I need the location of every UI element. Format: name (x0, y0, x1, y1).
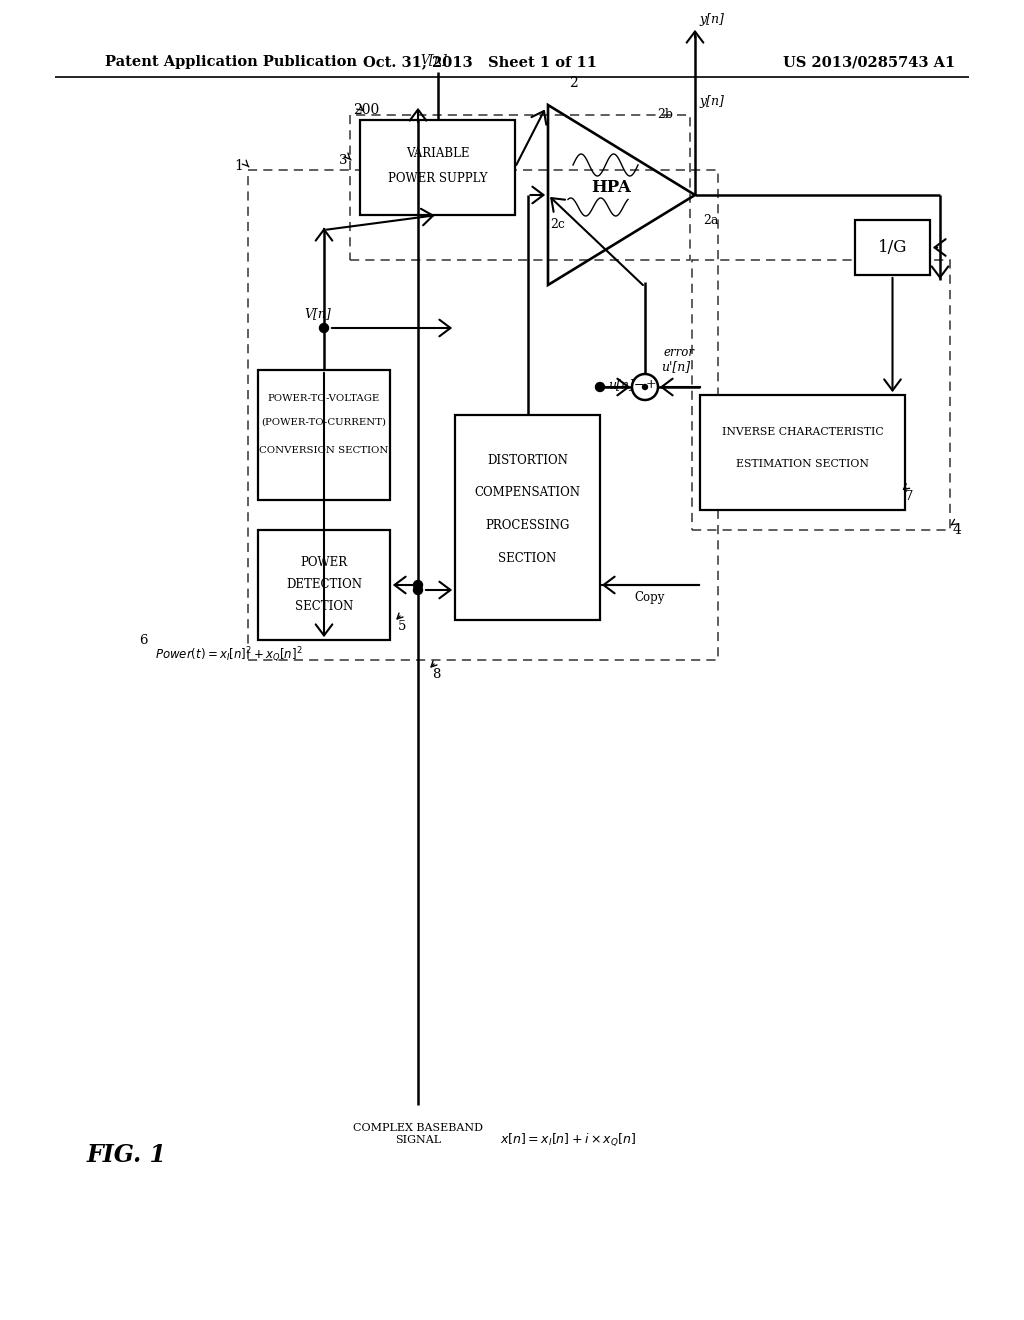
Text: V[n]: V[n] (420, 54, 446, 66)
Text: y[n]: y[n] (699, 95, 724, 108)
Text: V[n]: V[n] (304, 308, 332, 321)
Text: 1/G: 1/G (878, 239, 907, 256)
Text: 8: 8 (432, 668, 440, 681)
Text: COMPENSATION: COMPENSATION (474, 486, 581, 499)
Text: US 2013/0285743 A1: US 2013/0285743 A1 (782, 55, 955, 69)
Text: $x[n]=x_I[n]+i\times x_Q[n]$: $x[n]=x_I[n]+i\times x_Q[n]$ (500, 1131, 636, 1148)
Bar (855, 220, 930, 275)
Text: 4: 4 (953, 523, 962, 537)
Text: 2: 2 (568, 77, 578, 90)
Circle shape (414, 586, 423, 594)
Text: INVERSE CHARACTERISTIC: INVERSE CHARACTERISTIC (722, 426, 884, 437)
Text: 5: 5 (398, 620, 407, 634)
Text: DETECTION: DETECTION (286, 578, 362, 591)
Text: u[n]: u[n] (608, 379, 634, 392)
Text: $Power(t)=x_I[n]^2+x_Q[n]^2$: $Power(t)=x_I[n]^2+x_Q[n]^2$ (155, 645, 302, 665)
Bar (258, 370, 390, 500)
Text: +: + (646, 379, 656, 392)
Text: SECTION: SECTION (295, 601, 353, 614)
Text: PROCESSING: PROCESSING (485, 519, 569, 532)
Text: POWER-TO-VOLTAGE: POWER-TO-VOLTAGE (268, 395, 380, 403)
Text: −: − (634, 379, 644, 392)
Text: 2c: 2c (551, 219, 565, 231)
Text: CONVERSION SECTION: CONVERSION SECTION (259, 446, 389, 455)
Text: POWER SUPPLY: POWER SUPPLY (388, 173, 487, 185)
Text: DISTORTION: DISTORTION (487, 454, 568, 466)
Text: SECTION: SECTION (499, 552, 557, 565)
Circle shape (642, 384, 647, 389)
Text: FIG. 1: FIG. 1 (87, 1143, 167, 1167)
Text: u'[n]: u'[n] (660, 360, 690, 374)
Text: 6: 6 (139, 634, 148, 647)
Text: 7: 7 (905, 491, 913, 503)
Text: HPA: HPA (592, 178, 632, 195)
Text: y[n]: y[n] (699, 13, 724, 26)
Text: 3: 3 (339, 153, 347, 166)
Text: Patent Application Publication: Patent Application Publication (105, 55, 357, 69)
Circle shape (414, 581, 423, 590)
Text: Oct. 31, 2013   Sheet 1 of 11: Oct. 31, 2013 Sheet 1 of 11 (362, 55, 597, 69)
Circle shape (596, 383, 604, 392)
Text: VARIABLE: VARIABLE (406, 147, 469, 160)
Bar (248, 170, 718, 660)
Bar (258, 531, 390, 640)
Bar (350, 115, 690, 260)
Text: error: error (663, 346, 694, 359)
Bar (455, 414, 600, 620)
Text: 2b: 2b (657, 108, 673, 121)
Text: Copy: Copy (635, 591, 666, 605)
Bar (700, 395, 905, 510)
Text: 1: 1 (234, 158, 243, 173)
Text: ESTIMATION SECTION: ESTIMATION SECTION (736, 459, 869, 469)
Text: (POWER-TO-CURRENT): (POWER-TO-CURRENT) (261, 417, 386, 426)
Text: COMPLEX BASEBAND
SIGNAL: COMPLEX BASEBAND SIGNAL (353, 1123, 483, 1144)
Bar (360, 120, 515, 215)
Text: POWER: POWER (300, 557, 347, 569)
Circle shape (319, 323, 329, 333)
Bar (692, 260, 950, 531)
Text: 2a: 2a (703, 214, 719, 227)
Text: 200: 200 (353, 103, 379, 117)
